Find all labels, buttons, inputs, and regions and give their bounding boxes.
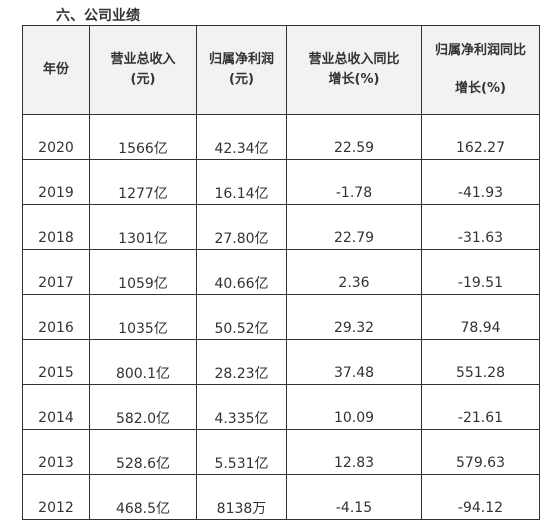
cell-net-profit-yoy: 551.28 bbox=[421, 339, 540, 385]
cell-year: 2015 bbox=[22, 339, 90, 385]
header-net-profit-yoy: 归属净利润同比 增长(%) bbox=[421, 25, 540, 115]
header-revenue: 营业总收入 (元) bbox=[89, 25, 197, 115]
cell-net-profit: 40.66亿 bbox=[196, 249, 287, 295]
cell-revenue: 468.5亿 bbox=[89, 474, 197, 520]
cell-net-profit: 50.52亿 bbox=[196, 294, 287, 340]
cell-year: 2017 bbox=[22, 249, 90, 295]
cell-revenue-yoy: 10.09 bbox=[286, 384, 422, 430]
cell-year: 2016 bbox=[22, 294, 90, 340]
cell-net-profit-yoy: -94.12 bbox=[421, 474, 540, 520]
cell-net-profit: 8138万 bbox=[196, 474, 287, 520]
cell-net-profit: 4.335亿 bbox=[196, 384, 287, 430]
table-row: 2016 1035亿 50.52亿 29.32 78.94 bbox=[22, 294, 540, 340]
cell-net-profit-yoy: -21.61 bbox=[421, 384, 540, 430]
header-year: 年份 bbox=[22, 25, 90, 115]
table-row: 2020 1566亿 42.34亿 22.59 162.27 bbox=[22, 114, 540, 160]
cell-net-profit-yoy: -41.93 bbox=[421, 159, 540, 205]
header-revenue-yoy: 营业总收入同比 增长(%) bbox=[286, 25, 422, 115]
cell-revenue-yoy: 12.83 bbox=[286, 429, 422, 475]
header-net-profit: 归属净利润 (元) bbox=[196, 25, 287, 115]
cell-revenue-yoy: 22.79 bbox=[286, 204, 422, 250]
cell-year: 2020 bbox=[22, 114, 90, 160]
cell-year: 2018 bbox=[22, 204, 90, 250]
section-title: 六、公司业绩 bbox=[56, 8, 140, 24]
cell-net-profit: 27.80亿 bbox=[196, 204, 287, 250]
cell-revenue-yoy: 2.36 bbox=[286, 249, 422, 295]
cell-revenue-yoy: 29.32 bbox=[286, 294, 422, 340]
cell-year: 2012 bbox=[22, 474, 90, 520]
table-header-row: 年份 营业总收入 (元) 归属净利润 (元) 营业总收入同比 增长(%) 归属净… bbox=[22, 25, 540, 115]
cell-year: 2013 bbox=[22, 429, 90, 475]
performance-table: 年份 营业总收入 (元) 归属净利润 (元) 营业总收入同比 增长(%) 归属净… bbox=[22, 25, 540, 520]
cell-net-profit: 28.23亿 bbox=[196, 339, 287, 385]
cell-revenue: 582.0亿 bbox=[89, 384, 197, 430]
table-row: 2017 1059亿 40.66亿 2.36 -19.51 bbox=[22, 249, 540, 295]
cell-net-profit-yoy: 78.94 bbox=[421, 294, 540, 340]
cell-revenue-yoy: 37.48 bbox=[286, 339, 422, 385]
cell-net-profit-yoy: -31.63 bbox=[421, 204, 540, 250]
cell-revenue: 800.1亿 bbox=[89, 339, 197, 385]
cell-net-profit-yoy: -19.51 bbox=[421, 249, 540, 295]
cell-net-profit: 5.531亿 bbox=[196, 429, 287, 475]
cell-revenue: 1301亿 bbox=[89, 204, 197, 250]
cell-revenue-yoy: -1.78 bbox=[286, 159, 422, 205]
table-row: 2013 528.6亿 5.531亿 12.83 579.63 bbox=[22, 429, 540, 475]
table-row: 2019 1277亿 16.14亿 -1.78 -41.93 bbox=[22, 159, 540, 205]
table-row: 2018 1301亿 27.80亿 22.79 -31.63 bbox=[22, 204, 540, 250]
cell-revenue: 1566亿 bbox=[89, 114, 197, 160]
table-row: 2015 800.1亿 28.23亿 37.48 551.28 bbox=[22, 339, 540, 385]
table-row: 2012 468.5亿 8138万 -4.15 -94.12 bbox=[22, 474, 540, 520]
cell-revenue: 1277亿 bbox=[89, 159, 197, 205]
cell-revenue: 528.6亿 bbox=[89, 429, 197, 475]
cell-year: 2014 bbox=[22, 384, 90, 430]
cell-net-profit-yoy: 579.63 bbox=[421, 429, 540, 475]
cell-net-profit-yoy: 162.27 bbox=[421, 114, 540, 160]
cell-revenue: 1059亿 bbox=[89, 249, 197, 295]
cell-revenue-yoy: -4.15 bbox=[286, 474, 422, 520]
cell-revenue: 1035亿 bbox=[89, 294, 197, 340]
cell-net-profit: 42.34亿 bbox=[196, 114, 287, 160]
cell-revenue-yoy: 22.59 bbox=[286, 114, 422, 160]
table-row: 2014 582.0亿 4.335亿 10.09 -21.61 bbox=[22, 384, 540, 430]
cell-net-profit: 16.14亿 bbox=[196, 159, 287, 205]
cell-year: 2019 bbox=[22, 159, 90, 205]
